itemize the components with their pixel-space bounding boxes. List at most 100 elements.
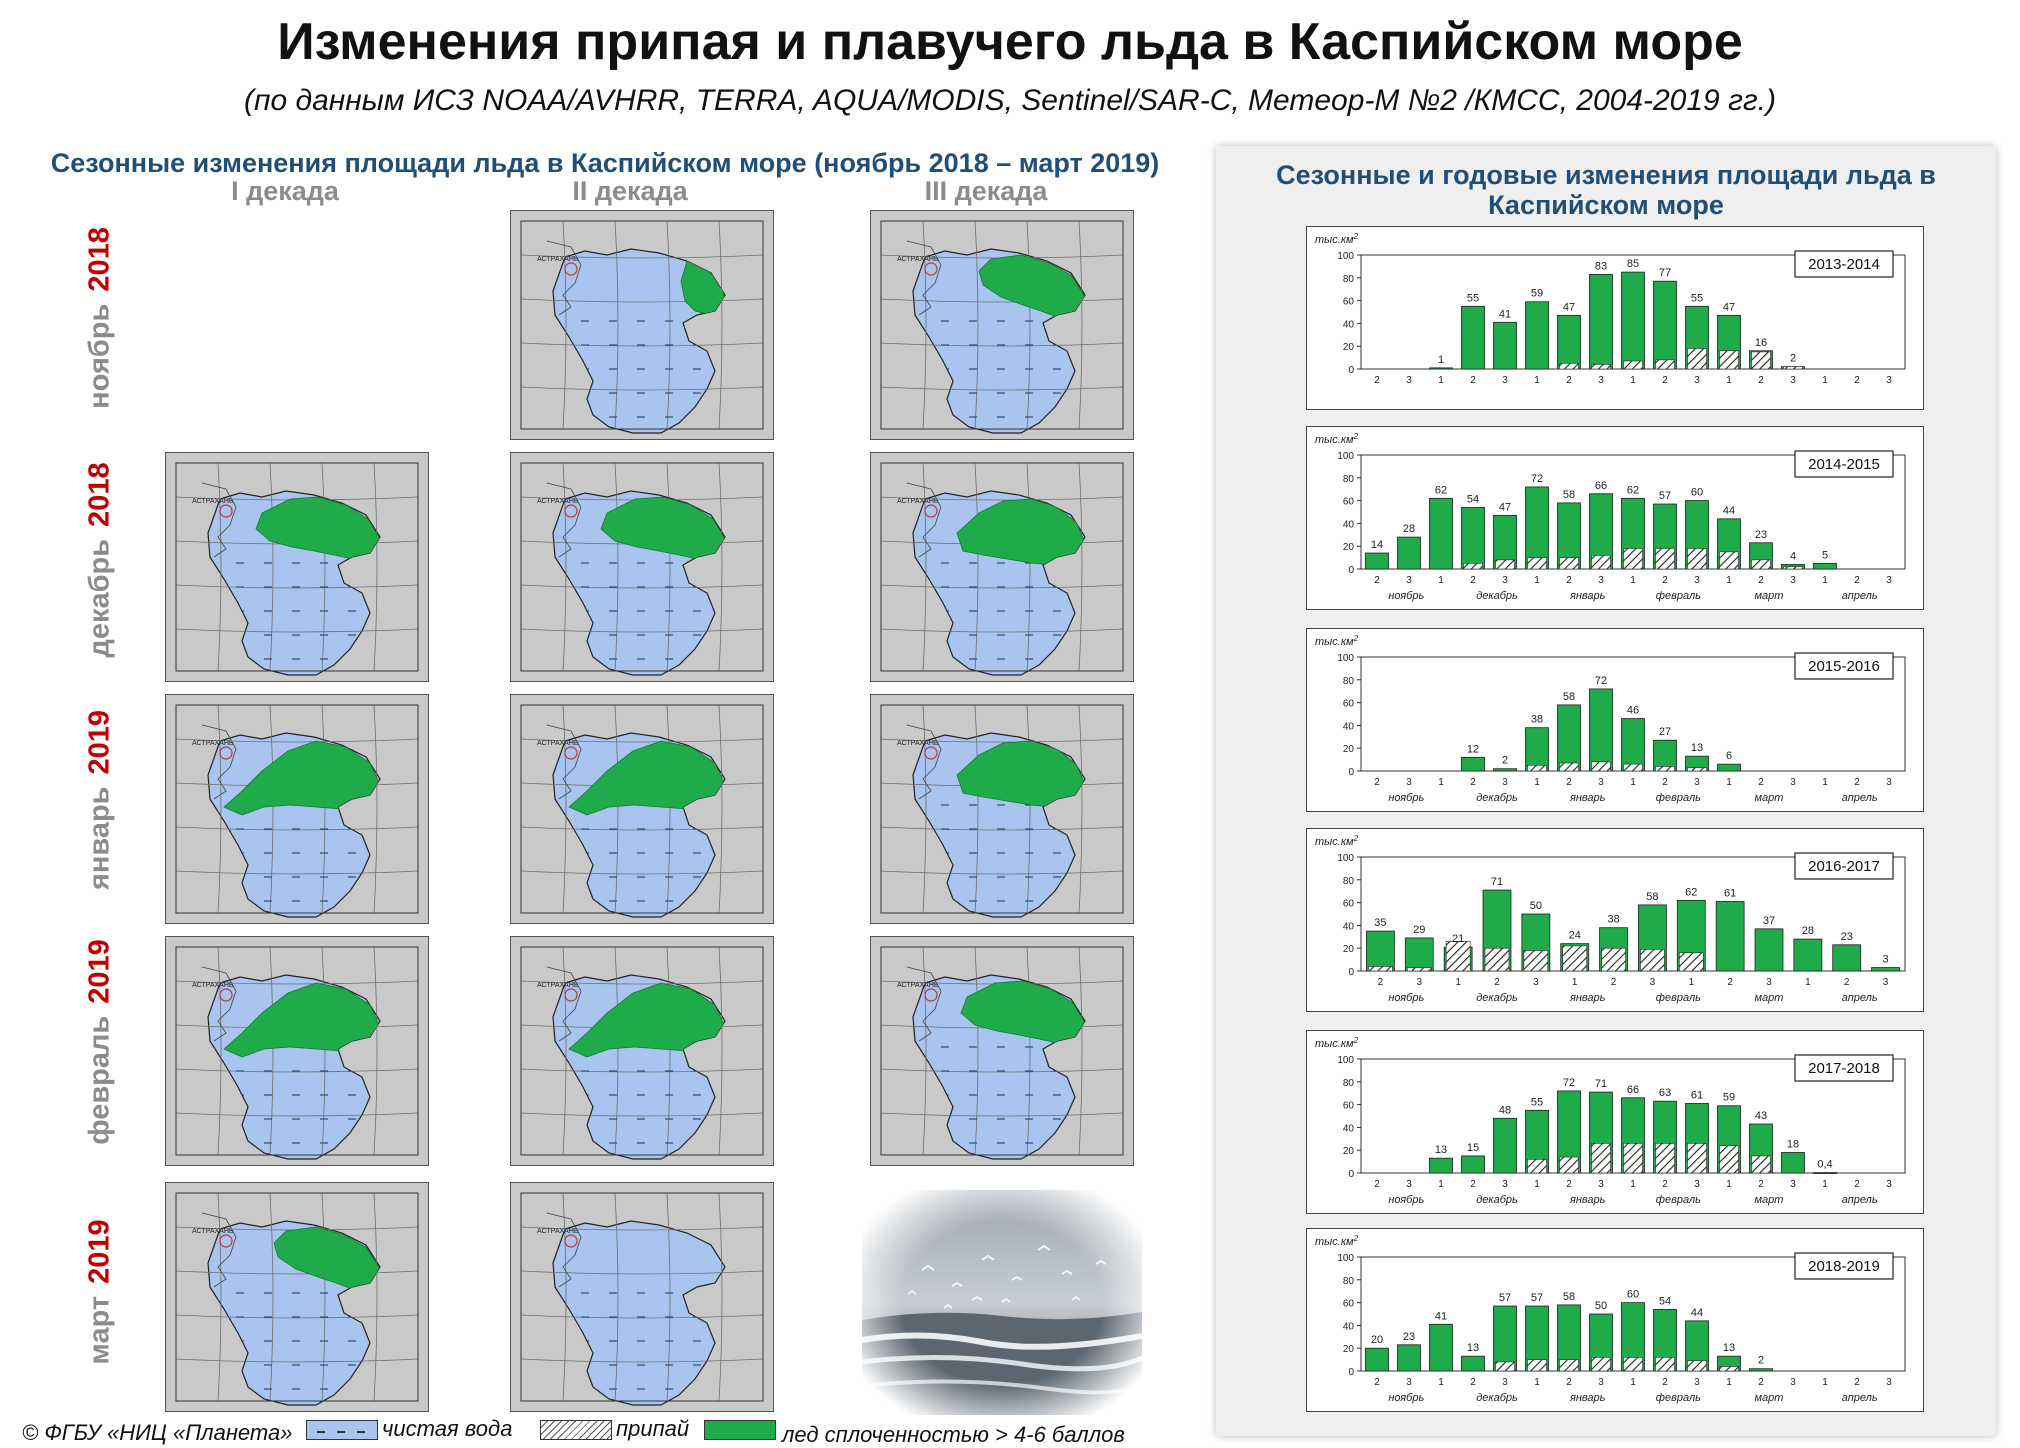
data-label: 4: [1790, 550, 1796, 562]
data-label: 41: [1435, 1310, 1447, 1322]
city-label: АСТРАХАНЬ: [192, 1228, 234, 1235]
x-month-label: апрель: [1842, 992, 1878, 1004]
drift-ice-area: [223, 982, 380, 1058]
y-tick-label: 40: [1343, 1123, 1355, 1134]
x-month-label: февраль: [1656, 992, 1701, 1004]
x-decade-label: 1: [1726, 777, 1732, 788]
data-label: 16: [1755, 337, 1767, 349]
bar-total: [1715, 901, 1745, 972]
x-decade-label: 2: [1566, 1179, 1572, 1190]
y-tick-label: 60: [1343, 1101, 1355, 1112]
x-decade-label: 3: [1790, 1179, 1796, 1190]
y-tick-label: 0: [1348, 1169, 1354, 1180]
bar-fast-ice: [1719, 551, 1739, 570]
x-decade-label: 1: [1822, 575, 1828, 586]
x-decade-label: 3: [1598, 375, 1604, 386]
x-decade-label: 2: [1374, 777, 1380, 788]
sea-photo: [861, 1190, 1144, 1415]
city-label: АСТРАХАНЬ: [897, 740, 939, 747]
bar-fast-ice: [1368, 966, 1393, 972]
data-label: 37: [1763, 915, 1775, 927]
x-decade-label: 3: [1883, 977, 1889, 988]
bar-total: [1365, 552, 1389, 570]
row-label-march: март 2019: [84, 1219, 116, 1364]
bar-total: [1525, 727, 1549, 772]
season-label: 2015-2016: [1808, 658, 1880, 675]
y-axis-label: тыс.км2: [1315, 634, 1359, 648]
bar-total: [1589, 688, 1613, 772]
x-month-label: февраль: [1656, 792, 1701, 804]
x-decade-label: 2: [1374, 575, 1380, 586]
bar-total: [1717, 763, 1741, 772]
bar-total: [1397, 536, 1421, 570]
row-label-november: ноябрь 2018: [84, 227, 116, 409]
data-label: 62: [1435, 484, 1447, 496]
data-label: 71: [1491, 876, 1503, 888]
bar-fast-ice: [1623, 763, 1643, 772]
y-axis-label: тыс.км2: [1315, 232, 1359, 246]
bar-total: [1621, 271, 1645, 370]
x-month-label: февраль: [1656, 1392, 1701, 1404]
bar-fast-ice: [1484, 947, 1510, 972]
column-header-decade-3: III декада: [924, 176, 1048, 206]
data-label: 21: [1452, 933, 1464, 945]
bar-fast-ice: [1527, 765, 1547, 772]
ice-map-dec-d3: АСТРАХАНЬ: [870, 452, 1134, 682]
data-label: 62: [1685, 886, 1697, 898]
x-decade-label: 1: [1455, 977, 1461, 988]
x-month-label: март: [1755, 590, 1784, 602]
y-tick-label: 0: [1348, 365, 1354, 376]
season-label: 2016-2017: [1808, 858, 1880, 875]
data-label: 29: [1413, 924, 1425, 936]
ice-map-feb-d1: АСТРАХАНЬ: [165, 936, 429, 1166]
x-decade-label: 2: [1566, 575, 1572, 586]
y-tick-label: 80: [1343, 876, 1355, 887]
bar-fast-ice: [1751, 351, 1771, 370]
data-label: 62: [1627, 484, 1639, 496]
bar-fast-ice: [1591, 555, 1611, 570]
x-decade-label: 2: [1662, 575, 1668, 586]
x-decade-label: 3: [1694, 575, 1700, 586]
x-decade-label: 2: [1758, 375, 1764, 386]
chart-2016-2017: тыс.км2 0 20 40 60 80 100 35 2 29 3 21 1 71 2 50 3 24 1 38 2…: [1306, 828, 1924, 1012]
x-month-label: ноябрь: [1388, 1392, 1424, 1404]
x-decade-label: 1: [1689, 977, 1695, 988]
city-label: АСТРАХАНЬ: [192, 982, 234, 989]
bar-total: [1493, 321, 1517, 370]
data-label: 0,4: [1817, 1159, 1832, 1171]
x-decade-label: 1: [1726, 1179, 1732, 1190]
y-tick-label: 20: [1343, 744, 1355, 755]
bar-total: [1871, 967, 1900, 972]
x-decade-label: 2: [1566, 1377, 1572, 1388]
bar-total: [1404, 937, 1434, 972]
x-decade-label: 1: [1630, 777, 1636, 788]
x-decade-label: 2: [1566, 777, 1572, 788]
x-decade-label: 2: [1854, 1377, 1860, 1388]
x-decade-label: 1: [1822, 777, 1828, 788]
data-label: 2: [1758, 1355, 1764, 1367]
x-decade-label: 3: [1417, 977, 1423, 988]
x-month-label: январь: [1569, 1194, 1606, 1206]
bar-total: [1525, 301, 1549, 370]
bar-total: [1749, 1368, 1773, 1372]
data-label: 57: [1531, 1292, 1543, 1304]
sea-area: [552, 1220, 726, 1406]
bar-total: [1557, 704, 1581, 772]
x-decade-label: 1: [1630, 375, 1636, 386]
x-decade-label: 2: [1662, 375, 1668, 386]
x-decade-label: 3: [1598, 575, 1604, 586]
y-axis-label: тыс.км2: [1315, 834, 1359, 848]
y-tick-label: 20: [1343, 542, 1355, 553]
city-label: АСТРАХАНЬ: [897, 256, 939, 263]
x-decade-label: 1: [1534, 375, 1540, 386]
x-decade-label: 3: [1886, 1377, 1892, 1388]
legend-water-label: чистая вода: [382, 1416, 513, 1441]
x-decade-label: 3: [1406, 375, 1412, 386]
data-label: 38: [1531, 714, 1543, 726]
data-label: 44: [1723, 505, 1735, 517]
data-label: 59: [1531, 288, 1543, 300]
bar-total: [1589, 273, 1613, 370]
y-tick-label: 100: [1337, 451, 1354, 462]
data-label: 5: [1822, 549, 1828, 561]
ice-map-jan-d3: АСТРАХАНЬ: [870, 694, 1134, 924]
